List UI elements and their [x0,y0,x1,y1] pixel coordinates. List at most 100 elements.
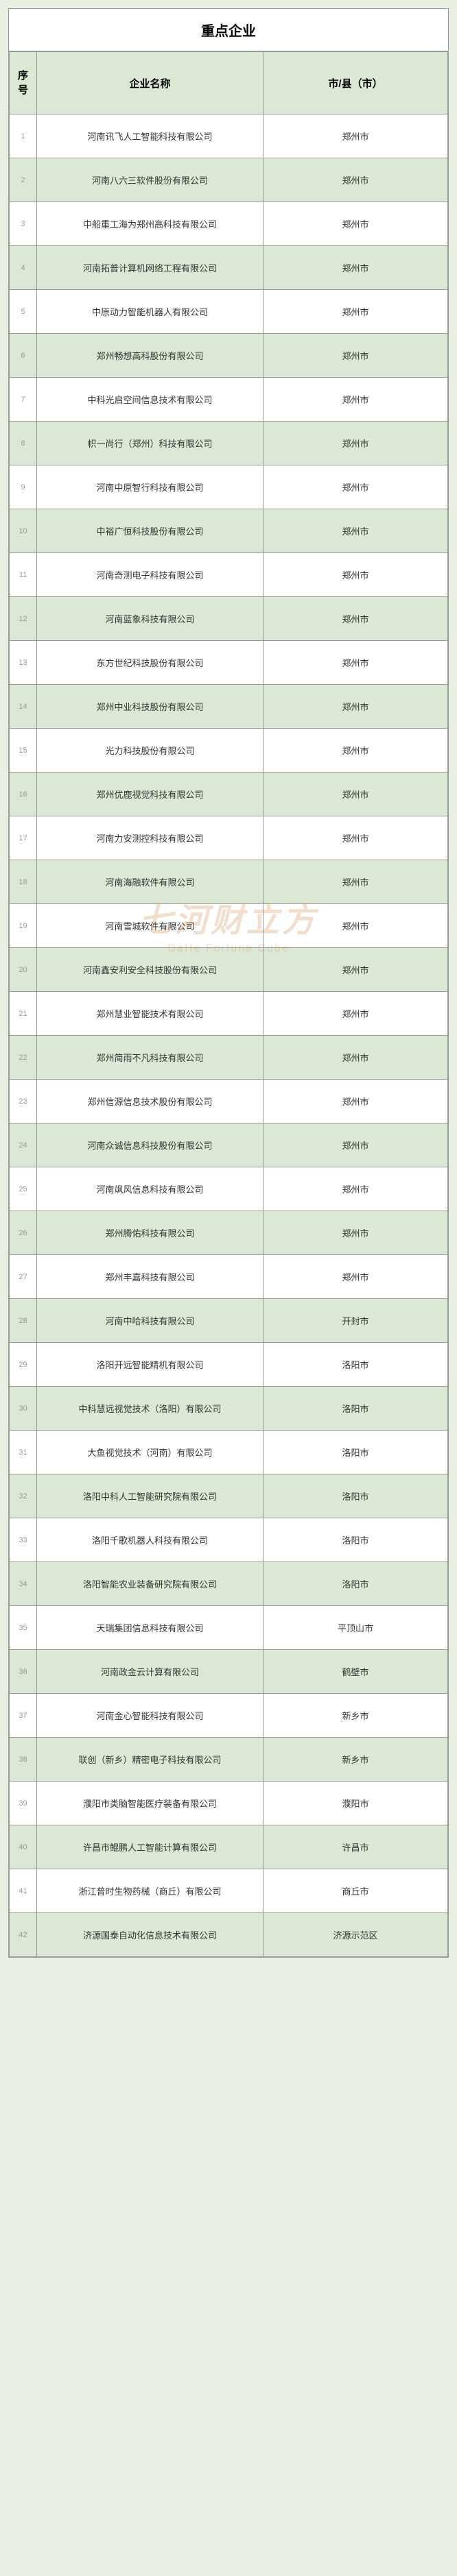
cell-city: 郑州市 [263,1036,448,1080]
cell-seq: 29 [10,1343,37,1387]
cell-city: 郑州市 [263,158,448,202]
cell-city: 济源示范区 [263,1913,448,1957]
cell-company: 洛阳中科人工智能研究院有限公司 [37,1474,263,1518]
cell-company: 河南海融软件有限公司 [37,860,263,904]
header-city: 市/县（市） [263,52,448,114]
cell-company: 郑州畅想高科股份有限公司 [37,334,263,378]
table-row: 34洛阳智能农业装备研究院有限公司洛阳市 [10,1562,448,1606]
cell-city: 洛阳市 [263,1474,448,1518]
cell-company: 河南中哈科技有限公司 [37,1299,263,1343]
cell-company: 河南飒风信息科技有限公司 [37,1167,263,1211]
cell-company: 帜一尚行（郑州）科技有限公司 [37,422,263,465]
table-row: 32洛阳中科人工智能研究院有限公司洛阳市 [10,1474,448,1518]
table-row: 35天瑞集团信息科技有限公司平顶山市 [10,1606,448,1650]
cell-company: 中科光启空间信息技术有限公司 [37,378,263,422]
header-seq: 序 号 [10,52,37,114]
cell-company: 河南讯飞人工智能科技有限公司 [37,114,263,158]
cell-seq: 31 [10,1431,37,1474]
cell-city: 郑州市 [263,422,448,465]
cell-city: 洛阳市 [263,1562,448,1606]
cell-company: 河南众诚信息科技股份有限公司 [37,1123,263,1167]
cell-city: 郑州市 [263,378,448,422]
cell-seq: 37 [10,1694,37,1738]
cell-company: 郑州慧业智能技术有限公司 [37,992,263,1036]
cell-seq: 9 [10,465,37,509]
table-row: 21郑州慧业智能技术有限公司郑州市 [10,992,448,1036]
cell-company: 河南力安测控科技有限公司 [37,816,263,860]
cell-city: 郑州市 [263,290,448,334]
cell-city: 郑州市 [263,948,448,992]
table-row: 30中科慧远视觉技术（洛阳）有限公司洛阳市 [10,1387,448,1431]
cell-seq: 25 [10,1167,37,1211]
cell-company: 联创（新乡）精密电子科技有限公司 [37,1738,263,1782]
cell-seq: 15 [10,729,37,773]
cell-company: 天瑞集团信息科技有限公司 [37,1606,263,1650]
cell-city: 郑州市 [263,1080,448,1123]
cell-company: 郑州简雨不凡科技有限公司 [37,1036,263,1080]
cell-seq: 13 [10,641,37,685]
cell-city: 郑州市 [263,729,448,773]
cell-company: 济源国泰自动化信息技术有限公司 [37,1913,263,1957]
cell-seq: 32 [10,1474,37,1518]
cell-company: 浙江普时生物药械（商丘）有限公司 [37,1869,263,1913]
cell-seq: 42 [10,1913,37,1957]
cell-company: 郑州信源信息技术股份有限公司 [37,1080,263,1123]
table-row: 12河南蓝象科技有限公司郑州市 [10,597,448,641]
table-row: 2河南八六三软件股份有限公司郑州市 [10,158,448,202]
cell-city: 洛阳市 [263,1343,448,1387]
table-row: 10中裕广恒科技股份有限公司郑州市 [10,509,448,553]
cell-city: 郑州市 [263,1167,448,1211]
table-row: 18河南海融软件有限公司郑州市 [10,860,448,904]
table-row: 42济源国泰自动化信息技术有限公司济源示范区 [10,1913,448,1957]
table-row: 11河南奇测电子科技有限公司郑州市 [10,553,448,597]
cell-seq: 18 [10,860,37,904]
cell-seq: 39 [10,1782,37,1825]
table-row: 40许昌市鲲鹏人工智能计算有限公司许昌市 [10,1825,448,1869]
cell-company: 河南拓普计算机网络工程有限公司 [37,246,263,290]
cell-seq: 19 [10,904,37,948]
cell-seq: 2 [10,158,37,202]
cell-seq: 38 [10,1738,37,1782]
table-row: 3中船重工海为郑州高科技有限公司郑州市 [10,202,448,246]
table-row: 38联创（新乡）精密电子科技有限公司新乡市 [10,1738,448,1782]
cell-seq: 35 [10,1606,37,1650]
cell-city: 鹤壁市 [263,1650,448,1694]
cell-city: 郑州市 [263,904,448,948]
cell-city: 郑州市 [263,246,448,290]
cell-seq: 34 [10,1562,37,1606]
cell-seq: 26 [10,1211,37,1255]
cell-company: 洛阳开远智能精机有限公司 [37,1343,263,1387]
cell-company: 河南鑫安利安全科技股份有限公司 [37,948,263,992]
cell-company: 河南八六三软件股份有限公司 [37,158,263,202]
cell-seq: 27 [10,1255,37,1299]
cell-company: 洛阳千歌机器人科技有限公司 [37,1518,263,1562]
cell-city: 郑州市 [263,685,448,729]
table-row: 41浙江普时生物药械（商丘）有限公司商丘市 [10,1869,448,1913]
cell-seq: 28 [10,1299,37,1343]
cell-seq: 41 [10,1869,37,1913]
table-row: 37河南金心智能科技有限公司新乡市 [10,1694,448,1738]
cell-company: 许昌市鲲鹏人工智能计算有限公司 [37,1825,263,1869]
cell-city: 平顶山市 [263,1606,448,1650]
cell-seq: 33 [10,1518,37,1562]
table-row: 31大鱼视觉技术（河南）有限公司洛阳市 [10,1431,448,1474]
cell-city: 郑州市 [263,465,448,509]
cell-seq: 30 [10,1387,37,1431]
cell-city: 郑州市 [263,816,448,860]
table-row: 28河南中哈科技有限公司开封市 [10,1299,448,1343]
enterprise-table: 序 号 企业名称 市/县（市） 1河南讯飞人工智能科技有限公司郑州市2河南八六三… [9,51,448,1957]
table-row: 8帜一尚行（郑州）科技有限公司郑州市 [10,422,448,465]
cell-seq: 6 [10,334,37,378]
table-title: 重点企业 [9,9,448,51]
cell-city: 郑州市 [263,773,448,816]
table-row: 19河南雪城软件有限公司郑州市 [10,904,448,948]
table-row: 9河南中原智行科技有限公司郑州市 [10,465,448,509]
cell-seq: 14 [10,685,37,729]
table-row: 26郑州腾佑科技有限公司郑州市 [10,1211,448,1255]
cell-company: 河南政金云计算有限公司 [37,1650,263,1694]
cell-city: 商丘市 [263,1869,448,1913]
table-row: 6郑州畅想高科股份有限公司郑州市 [10,334,448,378]
cell-company: 郑州腾佑科技有限公司 [37,1211,263,1255]
cell-city: 新乡市 [263,1738,448,1782]
cell-city: 洛阳市 [263,1518,448,1562]
